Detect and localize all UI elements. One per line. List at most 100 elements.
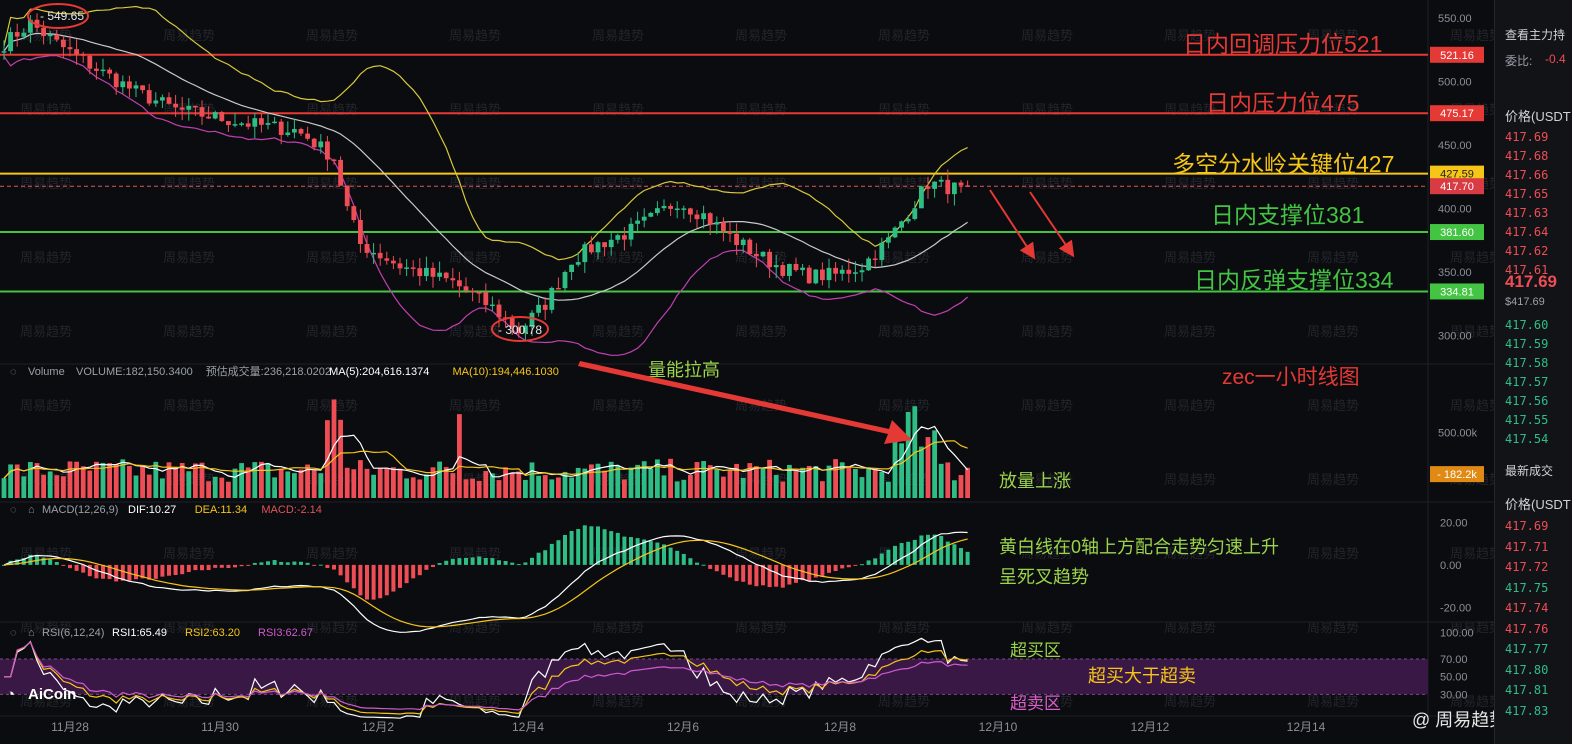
volume-bar bbox=[661, 475, 667, 498]
candle-body bbox=[714, 222, 720, 225]
time-tick-label: 12月8 bbox=[824, 720, 856, 734]
macd-hist-bar bbox=[708, 564, 713, 569]
candle bbox=[457, 271, 462, 298]
candle-body bbox=[952, 182, 957, 195]
volume-bar bbox=[747, 463, 753, 498]
watermark-text: 周易趋势 bbox=[1307, 176, 1359, 191]
candle-body bbox=[430, 267, 436, 277]
macd-hist-bar bbox=[959, 548, 963, 565]
macd-hist-bar bbox=[853, 564, 858, 566]
level-tag bbox=[1430, 283, 1484, 300]
candle bbox=[140, 85, 145, 94]
candle bbox=[278, 118, 284, 145]
candle bbox=[886, 232, 891, 249]
chart-canvas[interactable]: 周易趋势 周易趋势 周易趋势 周易趋势 周易趋势 周易趋势 周易趋势 周易趋势 周易趋势 周易趋势… bbox=[0, 0, 1494, 744]
candle-body bbox=[879, 242, 885, 260]
candle-body bbox=[364, 244, 370, 253]
candle-body bbox=[94, 68, 99, 71]
macd-hist-bar bbox=[398, 564, 402, 588]
candle-body bbox=[410, 267, 416, 269]
watermark-text: 周易趋势 bbox=[306, 694, 358, 709]
candle bbox=[721, 217, 726, 242]
candle bbox=[879, 237, 885, 267]
ask-price: 417.61 bbox=[1505, 263, 1549, 277]
ask-price: 417.62 bbox=[1505, 244, 1549, 258]
level-annotation: 多空分水岭关键位427 bbox=[1172, 151, 1394, 177]
time-tick-label: 12月6 bbox=[667, 720, 699, 734]
macd-hist-bar bbox=[615, 532, 620, 565]
volume-bar bbox=[430, 467, 436, 498]
candle-body bbox=[14, 32, 20, 37]
volume-bar bbox=[80, 466, 86, 498]
watermark-text: 周易趋势 bbox=[1164, 250, 1216, 265]
candle bbox=[404, 259, 409, 276]
candle-body bbox=[463, 286, 469, 291]
volume-bar bbox=[259, 461, 264, 498]
candle-body bbox=[206, 116, 211, 119]
candle bbox=[747, 237, 753, 256]
level-tag bbox=[1430, 224, 1484, 241]
volume-bar bbox=[648, 468, 654, 498]
watermark-text: 周易趋势 bbox=[306, 324, 358, 339]
view-whale-header[interactable]: 查看主力持 bbox=[1505, 28, 1566, 42]
volume-bar bbox=[252, 462, 258, 498]
macd-hist-bar bbox=[147, 564, 152, 580]
volume-bar bbox=[8, 464, 13, 498]
trade-price: 417.76 bbox=[1505, 621, 1549, 636]
trade-price: 417.83 bbox=[1505, 703, 1549, 718]
candle bbox=[694, 209, 700, 229]
macd-hist-bar bbox=[582, 525, 587, 565]
ratio-label: 委比: bbox=[1505, 54, 1533, 68]
macd-hist-bar bbox=[68, 564, 72, 569]
candle-body bbox=[100, 69, 106, 72]
watermark-text: 周易趋势 bbox=[878, 324, 930, 339]
candle-body bbox=[509, 317, 515, 328]
candle bbox=[569, 264, 574, 280]
candle-body bbox=[245, 123, 251, 127]
volume-bar bbox=[826, 465, 832, 498]
candle bbox=[437, 261, 442, 281]
macd-hist-bar bbox=[728, 564, 732, 578]
volume-bar bbox=[754, 466, 759, 498]
volume-bar bbox=[859, 477, 865, 498]
collapse-icon: ◌ bbox=[10, 366, 17, 378]
candle bbox=[450, 268, 456, 289]
candle-body bbox=[905, 218, 911, 222]
macd-hist-bar bbox=[345, 564, 350, 583]
rsi-stat: RSI2:63.20 bbox=[185, 627, 240, 639]
trade-price: 417.69 bbox=[1505, 519, 1549, 533]
candle-body bbox=[424, 267, 429, 277]
candle-body bbox=[417, 268, 423, 277]
candle-body bbox=[397, 263, 403, 269]
macd-hist-bar bbox=[61, 564, 66, 566]
candle bbox=[688, 207, 693, 223]
watermark-text: 周易趋势 bbox=[1450, 546, 1494, 561]
candle bbox=[556, 277, 561, 290]
candle bbox=[793, 257, 799, 272]
candle-body bbox=[912, 208, 918, 219]
volume-bar bbox=[919, 446, 924, 498]
volume-bar bbox=[166, 462, 172, 498]
candle-body bbox=[371, 252, 376, 255]
candle bbox=[602, 242, 607, 257]
ask-price: 417.66 bbox=[1505, 168, 1549, 182]
high-marker: - 549.65 bbox=[40, 9, 84, 23]
boll-upper-line bbox=[3, 5, 968, 261]
volume-tick-label: 500.00k bbox=[1438, 427, 1478, 439]
candle bbox=[925, 176, 931, 199]
macd-hist-bar bbox=[596, 526, 600, 565]
volume-bar bbox=[311, 470, 317, 498]
candle-body bbox=[80, 54, 86, 56]
candle-body bbox=[688, 208, 693, 215]
candle bbox=[780, 261, 786, 279]
volume-bar bbox=[437, 461, 442, 498]
candle-body bbox=[734, 233, 739, 246]
candle-body bbox=[54, 34, 60, 40]
candle bbox=[397, 257, 403, 275]
candle-body bbox=[866, 258, 871, 271]
volume-bar bbox=[542, 475, 548, 498]
volume-bar bbox=[879, 471, 885, 498]
candle-body bbox=[641, 216, 647, 221]
candle-body bbox=[305, 133, 310, 139]
candle-body bbox=[120, 81, 126, 88]
